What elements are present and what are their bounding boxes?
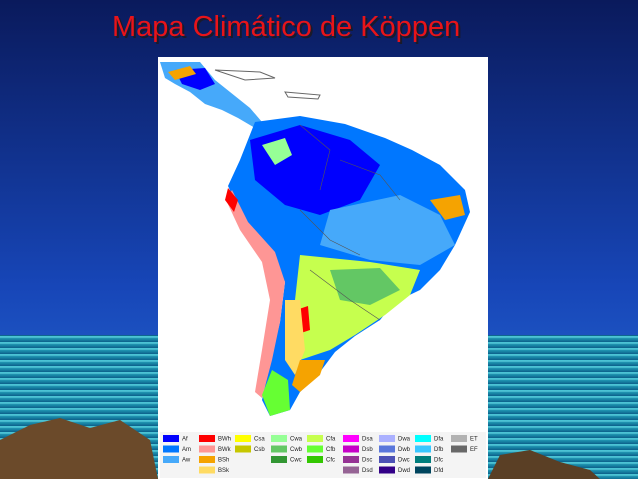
legend-label: Cfb bbox=[326, 447, 336, 453]
legend-swatch bbox=[379, 435, 395, 442]
legend-label: BWk bbox=[218, 447, 232, 453]
mountains bbox=[0, 418, 158, 479]
legend-swatch bbox=[235, 435, 251, 442]
legend-label: Cwa bbox=[290, 437, 303, 443]
legend-swatch bbox=[307, 435, 323, 442]
legend-label: BSh bbox=[218, 458, 229, 464]
legend-label: Dsa bbox=[362, 437, 373, 443]
legend-swatch bbox=[271, 456, 287, 463]
region bbox=[262, 138, 292, 165]
legend-label: Cwc bbox=[290, 458, 302, 464]
legend-swatch bbox=[307, 445, 323, 453]
legend-label: Dfb bbox=[434, 447, 444, 453]
legend-swatch bbox=[415, 435, 431, 442]
slide-title: Mapa Climático de Köppen bbox=[112, 11, 460, 43]
legend-label: Cfc bbox=[326, 458, 335, 464]
legend-swatch bbox=[235, 445, 251, 453]
legend-label: EF bbox=[470, 447, 478, 453]
islands bbox=[214, 69, 321, 100]
legend-label: Cwb bbox=[290, 447, 303, 453]
legend-label: Dfc bbox=[434, 458, 443, 464]
legend-swatch bbox=[163, 456, 179, 463]
region bbox=[430, 195, 465, 220]
legend-swatch bbox=[271, 435, 287, 442]
legend-swatch bbox=[379, 456, 395, 463]
legend-label: Dsc bbox=[362, 458, 372, 464]
region bbox=[320, 195, 455, 265]
region bbox=[168, 66, 196, 80]
legend-label: Dwa bbox=[398, 437, 411, 443]
legend-swatch bbox=[271, 445, 287, 453]
legend-swatch bbox=[451, 435, 467, 442]
region bbox=[226, 190, 285, 398]
legend-swatch bbox=[415, 466, 431, 474]
title-shadow: Mapa Climático de Köppen bbox=[114, 13, 462, 45]
legend-swatch bbox=[415, 445, 431, 453]
legend-swatch bbox=[199, 456, 215, 463]
legend-label: Cfa bbox=[326, 437, 336, 443]
legend-label: Dsd bbox=[362, 468, 373, 474]
legend-swatch bbox=[451, 445, 467, 453]
legend-swatch bbox=[199, 435, 215, 442]
legend-swatch bbox=[379, 445, 395, 453]
borders bbox=[299, 124, 401, 321]
region bbox=[330, 268, 400, 305]
legend: Af Am Aw BWh BWk BSh BSk Csa Csb Cwa Cwb Cwc Cfa Cfb C… bbox=[160, 432, 486, 478]
legend-swatch bbox=[343, 435, 359, 442]
region bbox=[262, 370, 290, 416]
legend-label: Aw bbox=[182, 458, 191, 464]
map: Af Am Aw BWh BWk BSh BSk Csa Csb Cwa Cwb Cwc Cfa Cfb C… bbox=[158, 57, 488, 479]
legend-swatch bbox=[343, 445, 359, 453]
legend-label: Dwd bbox=[398, 468, 410, 474]
legend-label: Am bbox=[182, 447, 191, 453]
legend-swatch bbox=[163, 435, 179, 442]
legend-label: Dwc bbox=[398, 458, 410, 464]
legend-label: Dfa bbox=[434, 437, 444, 443]
region bbox=[292, 360, 325, 392]
legend-label: Dsb bbox=[362, 447, 373, 453]
legend-label: Csb bbox=[254, 447, 265, 453]
legend-label: Dwb bbox=[398, 447, 411, 453]
legend-label: BSk bbox=[218, 468, 230, 474]
legend-swatch bbox=[343, 456, 359, 463]
legend-label: Dfd bbox=[434, 468, 443, 474]
legend-swatch bbox=[415, 456, 431, 463]
legend-swatch bbox=[199, 445, 215, 453]
legend-label: Af bbox=[182, 437, 188, 443]
legend-swatch bbox=[307, 456, 323, 463]
legend-swatch bbox=[343, 466, 359, 474]
mountains bbox=[488, 450, 600, 479]
legend-label: ET bbox=[470, 437, 478, 443]
legend-label: Csa bbox=[254, 437, 265, 443]
legend-swatch bbox=[379, 466, 395, 474]
legend-label: BWh bbox=[218, 437, 231, 443]
legend-swatch bbox=[163, 445, 179, 453]
region bbox=[285, 300, 305, 375]
legend-swatch bbox=[199, 466, 215, 474]
